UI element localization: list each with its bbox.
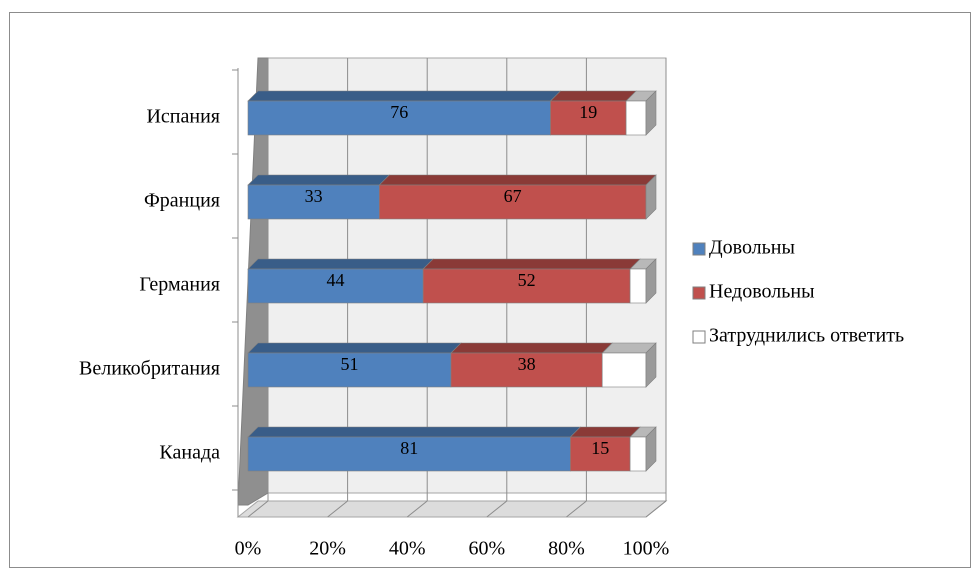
bar-top-1	[569, 426, 641, 438]
x-tick-label: 100%	[623, 538, 670, 560]
bar-1	[379, 184, 647, 220]
bar-top-0	[247, 342, 462, 354]
data-label: 33	[305, 186, 323, 206]
x-tick-label: 20%	[309, 538, 346, 560]
legend-swatch	[692, 242, 706, 256]
data-label: 51	[340, 354, 358, 374]
floor-gridline	[247, 500, 269, 518]
legend-swatch	[692, 286, 706, 300]
chart-floor	[236, 500, 668, 518]
bar-2	[601, 352, 647, 388]
category-label: Германия	[139, 274, 220, 296]
bar-top-0	[247, 90, 562, 102]
bar-0	[247, 436, 571, 472]
data-label: 67	[504, 186, 522, 206]
category-label: Великобритания	[79, 358, 220, 380]
legend-swatch	[692, 330, 706, 344]
data-label: 76	[390, 102, 408, 122]
data-label: 19	[579, 102, 597, 122]
bar-0	[247, 352, 452, 388]
bar-1	[550, 100, 627, 136]
bar-top-1	[378, 174, 657, 186]
data-label: 44	[327, 270, 345, 290]
bar-top-0	[247, 174, 391, 186]
category-label: Канада	[159, 442, 220, 464]
bar-top-1	[549, 90, 637, 102]
bar-top-0	[247, 258, 434, 270]
bar-end-2	[645, 426, 657, 472]
bar-end-2	[645, 90, 657, 136]
bar-top-1	[450, 342, 613, 354]
legend-label: Затруднились ответить	[709, 325, 904, 347]
bar-0	[247, 184, 380, 220]
x-tick-label: 80%	[548, 538, 585, 560]
bar-2	[629, 436, 647, 472]
legend-label: Недовольны	[709, 281, 815, 303]
bar-top-1	[422, 258, 641, 270]
floor-gridline	[406, 500, 428, 518]
floor-gridline	[327, 500, 348, 518]
bar-1	[422, 268, 631, 304]
category-label: Испания	[146, 106, 220, 128]
x-tick-label: 40%	[389, 538, 426, 560]
floor-gridline	[486, 500, 508, 518]
bar-0	[247, 268, 424, 304]
bar-0	[247, 100, 551, 136]
data-label: 81	[400, 438, 418, 458]
data-label: 52	[518, 270, 536, 290]
bar-2	[625, 100, 647, 136]
data-label: 38	[518, 354, 536, 374]
bar-top-0	[247, 426, 582, 438]
x-tick-label: 60%	[468, 538, 505, 560]
bar-end-2	[645, 342, 657, 388]
x-tick-label: 0%	[235, 538, 262, 560]
bar-2	[629, 268, 647, 304]
bar-end-2	[645, 258, 657, 304]
bar-1	[570, 436, 631, 472]
floor-gridline	[645, 500, 667, 518]
floor-gridline	[566, 500, 587, 518]
category-label: Франция	[144, 190, 220, 212]
data-label: 15	[591, 438, 609, 458]
legend-label: Довольны	[709, 237, 795, 259]
bar-end-1	[645, 174, 657, 220]
bar-1	[450, 352, 603, 388]
